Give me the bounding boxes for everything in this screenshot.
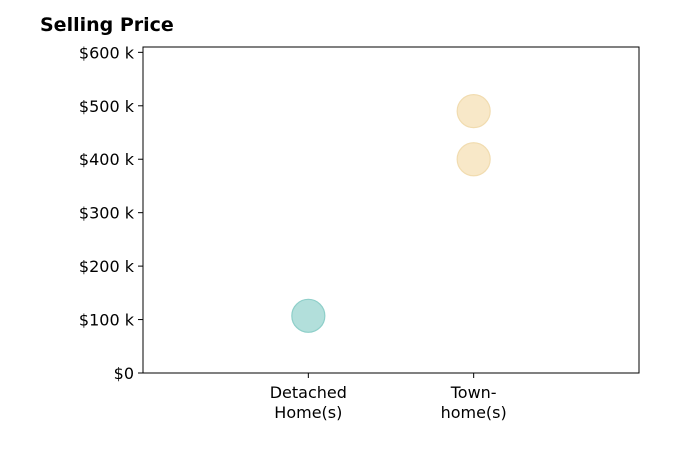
y-tick-label: $500 k <box>79 97 135 116</box>
data-point <box>291 298 326 333</box>
y-tick-label: $400 k <box>79 150 135 169</box>
y-tick-label: $100 k <box>79 311 135 330</box>
x-tick-label: Detached Home(s) <box>270 383 347 422</box>
data-point <box>456 142 491 177</box>
y-axis: $0 $100 k $200 k $300 k $400 k $500 k $600 k <box>79 43 143 383</box>
y-tick-label: $600 k <box>79 43 135 62</box>
y-tick-label: $0 <box>114 364 134 383</box>
chart-title: Selling Price <box>40 14 174 36</box>
data-point <box>456 94 491 129</box>
x-axis: Detached Home(s) Town-home(s) <box>270 373 507 422</box>
data-points <box>291 94 491 333</box>
plot-area-frame <box>142 46 640 374</box>
y-tick-label: $200 k <box>79 257 135 276</box>
y-tick-label: $300 k <box>79 204 135 223</box>
x-tick-label: Town-home(s) <box>441 383 507 422</box>
